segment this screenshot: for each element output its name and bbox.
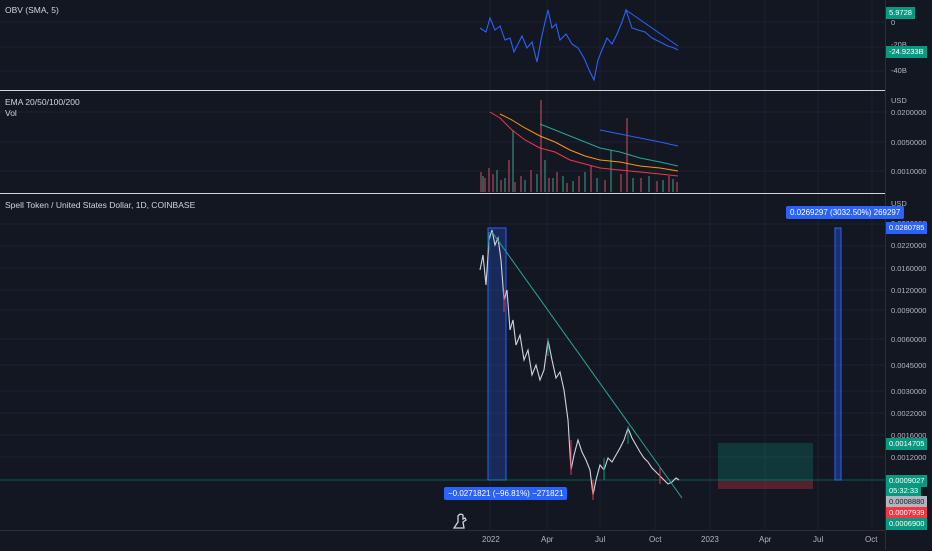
ema-tick: 0.0050000	[891, 138, 927, 147]
last-price-badge: 0.0009027	[886, 475, 928, 487]
ema-panel-title[interactable]: EMA 20/50/100/200	[5, 97, 80, 107]
time-tick: Jul	[813, 535, 824, 544]
time-tick: Jul	[595, 535, 606, 544]
time-tick: 2022	[482, 535, 500, 544]
time-tick: 2023	[701, 535, 719, 544]
price-tick: 0.0060000	[891, 335, 927, 344]
price-tick: 0.0030000	[891, 387, 927, 396]
price-line	[479, 229, 680, 496]
main-panel-title[interactable]: Spell Token / United States Dollar, 1D, …	[5, 200, 196, 210]
tradingview-logo	[452, 513, 467, 529]
price-badge: 0.0008880	[886, 496, 928, 508]
position-loss-zone	[718, 481, 813, 489]
price-tick: 0.0022000	[891, 409, 927, 418]
obv-tick: 0	[891, 18, 896, 27]
price-badge: 0.0007939	[886, 507, 928, 519]
position-profit-zone	[718, 443, 813, 481]
pane-separator[interactable]	[0, 90, 932, 91]
measure-down-label[interactable]: −0.0271821 (−96.81%) −271821	[444, 487, 568, 500]
obv-panel-title[interactable]: OBV (SMA, 5)	[5, 5, 59, 15]
price-tick: 0.0045000	[891, 361, 927, 370]
time-tick: Oct	[865, 535, 878, 544]
price-tick: 0.0160000	[891, 264, 927, 273]
axis-currency: USD	[891, 199, 907, 208]
volume-bars	[480, 100, 678, 192]
obv-tick: -40B	[891, 66, 907, 75]
obv-tick: -20B	[891, 40, 907, 49]
measure-up-rect	[834, 227, 842, 481]
price-tick: 0.0016000	[891, 431, 927, 440]
obv-line	[479, 8, 679, 82]
pane-separator[interactable]	[0, 193, 932, 194]
obv-trendline	[625, 9, 679, 47]
price-axis[interactable]	[885, 0, 932, 550]
price-tick: 0.0120000	[891, 286, 927, 295]
price-badge: 0.0280785	[886, 222, 928, 234]
countdown-badge: 05:32:33	[886, 485, 922, 497]
measure-up-label[interactable]: 0.0269297 (3032.50%) 269297	[786, 206, 905, 219]
ema-tick: 0.0200000	[891, 108, 927, 117]
obv-value-badge: 5.9728	[886, 7, 915, 19]
axis-currency: USD	[891, 96, 907, 105]
main-trendline	[491, 231, 683, 499]
obv-sma-badge: -24.9233B	[886, 46, 927, 58]
vol-panel-title[interactable]: Vol	[5, 108, 17, 118]
time-axis[interactable]	[0, 530, 885, 551]
price-badge: 0.0006900	[886, 518, 928, 530]
measure-down-rect	[487, 227, 507, 481]
time-tick: Oct	[649, 535, 662, 544]
price-tick: 0.0220000	[891, 241, 927, 250]
price-badge: 0.0014705	[886, 438, 928, 450]
time-tick: Apr	[541, 535, 554, 544]
price-tick: 0.0090000	[891, 306, 927, 315]
price-tick: 0.0012000	[891, 453, 927, 462]
ema-tick: 0.0010000	[891, 167, 927, 176]
time-tick: Apr	[759, 535, 772, 544]
